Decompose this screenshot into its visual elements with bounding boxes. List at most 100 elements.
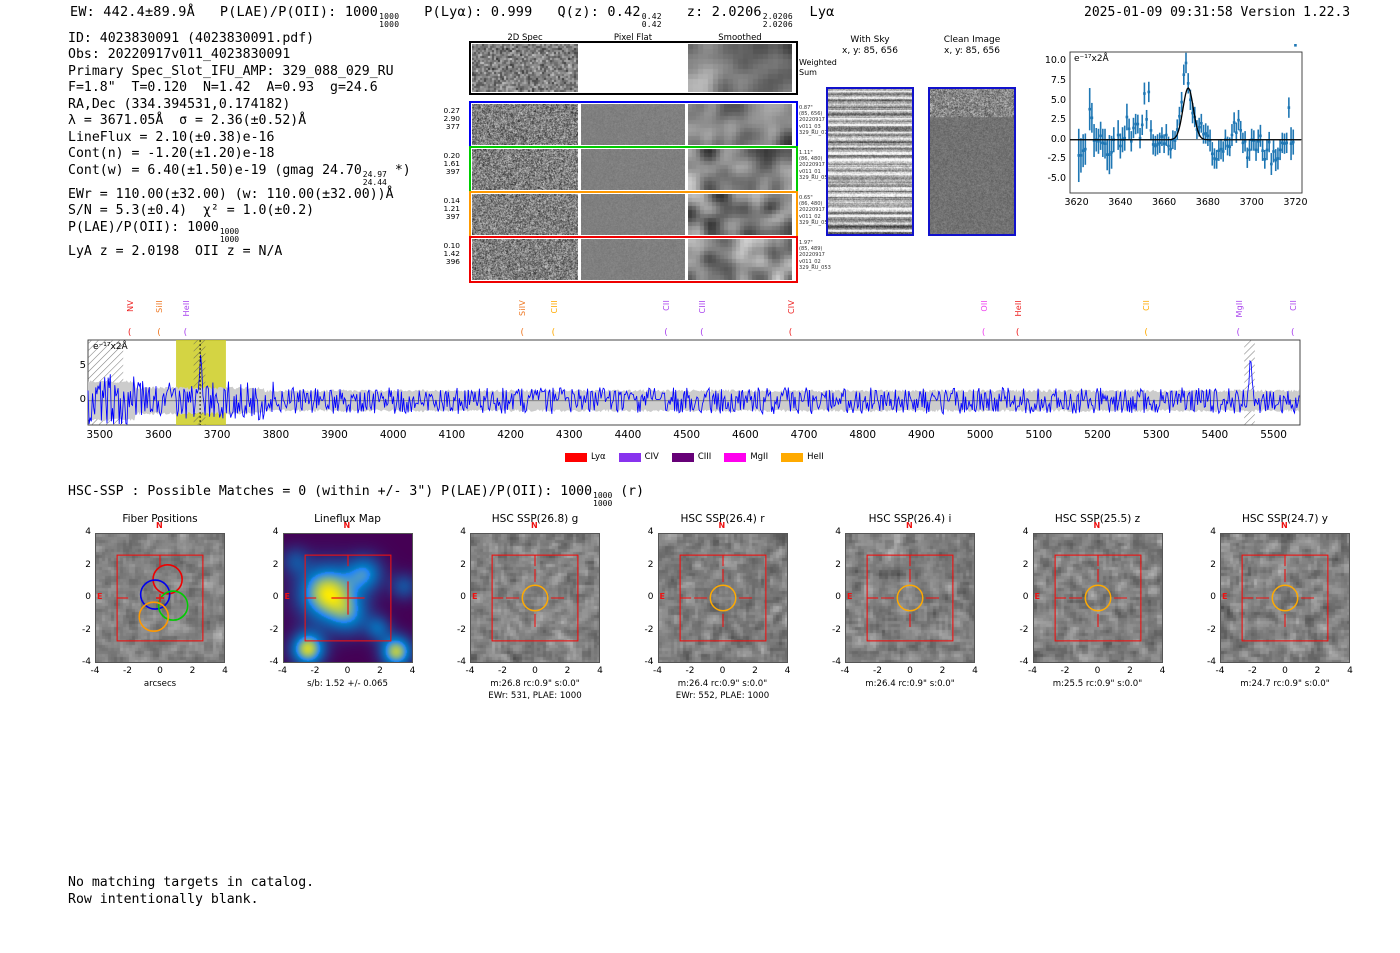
panel-xtick: -4: [840, 666, 850, 676]
panel-xtick: -2: [1060, 666, 1070, 676]
emission-line-zoom-chart: 3620 3640 3660 3680 3700 3720 -5.0 -2.5 0.0 2.5 5.…: [1036, 44, 1308, 219]
hsc-panel-title: HSC SSP(26.4) i: [868, 513, 952, 525]
hsc-panel-title: HSC SSP(26.8) g: [491, 513, 579, 525]
hsc-panel-row: Fiber Positions N E -4 -2 0 2 4 4 2 0 -2 -4 arcsecs Li…: [0, 0, 1400, 701]
spectrum-trace: [87, 354, 1300, 425]
panel-xtick: -4: [278, 666, 287, 676]
header-qz-lo: 0.42: [641, 20, 662, 30]
emission-line-label: NV: [125, 300, 135, 312]
panel-xtick: 2: [1127, 666, 1133, 676]
panel-ytick: 2: [835, 559, 841, 570]
zoom-ytick: 10.0: [1044, 55, 1066, 67]
panel-ytick: 2: [272, 559, 279, 570]
spectrum-xtick: 4800: [849, 429, 877, 441]
info-cont-w-hi: 24.97: [362, 169, 387, 179]
zoom-ytick: -2.5: [1047, 153, 1066, 165]
compass-east-label: E: [1222, 592, 1228, 601]
info-redshift: LyA z = 2.0198 OII z = N/A: [68, 244, 283, 260]
panel-ytick: 4: [1022, 527, 1029, 537]
legend-item: HeII: [781, 452, 824, 462]
hsc-panel[interactable]: HSC SSP(26.4) r N E -4 -2 0 2 4 4 2 0 -2 -4 m:26.4 rc…: [645, 513, 791, 701]
panel-caption-1: s/b: 1.52 +/- 0.065: [307, 679, 388, 689]
spec2d-row-meta: 0.87" (85, 656) 20220917 v011_03 329_RU_…: [799, 105, 831, 136]
header-ew: EW: 442.4±89.9Å: [70, 4, 195, 20]
spec2d-weighted-2dspec: [472, 44, 578, 92]
hsc-panel[interactable]: HSC SSP(26.8) g N E -4 -2 0 2 4 4 2 0 -2 -4 m:26.8 rc…: [457, 513, 603, 701]
panel-ytick: 4: [460, 527, 466, 537]
header-z: z: 2.0206: [686, 4, 762, 20]
panel-caption-1: m:26.8 rc:0.9" s:0.0": [490, 679, 580, 689]
compass-east-label: E: [284, 592, 290, 601]
hsc-panel-overlay: [679, 554, 766, 642]
emission-line-tick: (: [1144, 328, 1148, 338]
panel-ytick: 0: [835, 592, 841, 602]
spectrum-xtick: 4200: [497, 429, 524, 441]
hsc-panel[interactable]: HSC SSP(25.5) z N E -4 -2 0 2 4 4 2 0 -2 -4 m:25.5 rc…: [1020, 513, 1166, 689]
cutout-subtitle: x, y: 85, 656: [842, 46, 898, 56]
spec2d-row-pixelflat: [581, 149, 685, 190]
footer-line-2: Row intentionally blank.: [68, 892, 259, 907]
info-cont-w-pre: Cont(w) = 6.40(±1.50)e-19 (gmag 24.70: [68, 162, 362, 178]
panel-ytick: -2: [82, 624, 91, 635]
legend-swatch: [565, 452, 587, 462]
compass-north-label: N: [718, 521, 726, 530]
legend-label: CIII: [697, 452, 712, 462]
spec2d-weighted-sum-box: [469, 41, 798, 95]
panel-xtick: 2: [564, 666, 571, 676]
emission-line-label: CIV: [786, 300, 796, 315]
spectrum-xtick: 3500: [86, 429, 114, 441]
zoom-data-points: [1077, 44, 1297, 183]
compass-north-label: N: [343, 521, 351, 530]
hsc-summary-pre: HSC-SSP : Possible Matches = 0 (within +…: [68, 484, 593, 499]
hsc-panel[interactable]: Lineflux Map N E -4 -2 0 2 4 4 2 0 -2 -4 s/b: 1.52 +/…: [270, 513, 416, 689]
hsc-panel[interactable]: Fiber Positions N E -4 -2 0 2 4 4 2 0 -2 -4 arcsecs: [82, 513, 228, 689]
panel-ytick: 0: [272, 592, 279, 602]
info-ewr: EWr = 110.00(±32.00) (w: 110.00(±32.00))…: [68, 186, 394, 202]
emission-line-label: SiIV: [518, 300, 528, 316]
panel-xtick: 4: [784, 666, 791, 676]
emission-line-label: CII: [1142, 300, 1152, 311]
spectrum-xtick: 3900: [321, 429, 348, 441]
panel-xtick: 0: [532, 666, 538, 676]
spec2d-row-meta: 1.11" (86, 480) 20220917 v011_01 329_RU_…: [799, 150, 831, 181]
panel-xtick: -4: [653, 666, 662, 676]
panel-xtick: -4: [465, 666, 475, 676]
emission-line-tick: (: [981, 328, 986, 338]
hsc-panel[interactable]: HSC SSP(26.4) i N E -4 -2 0 2 4 4 2 0 -2 -4 m:26.4 rc…: [832, 513, 978, 689]
hsc-panel[interactable]: HSC SSP(24.7) y N E -4 -2 0 2 4 4 2 0 -2 -4 m:24.7 rc…: [1207, 513, 1353, 689]
info-plae-lo: 1000: [219, 235, 240, 244]
legend-label: Lyα: [591, 452, 606, 462]
hsc-panel-title: Lineflux Map: [314, 513, 381, 525]
panel-ytick: -2: [457, 624, 466, 635]
panel-xtick: 0: [907, 666, 913, 676]
emission-line-tick: (: [1015, 328, 1020, 338]
spec2d-column-title-0: 2D Spec: [507, 33, 543, 43]
panel-xtick: -4: [1028, 666, 1037, 676]
spec2d-weighted-smoothed: [688, 44, 792, 92]
emission-line-tick: (: [788, 328, 793, 338]
spec2d-row-weights: 0.14 1.21 397: [443, 196, 460, 222]
panel-xtick: 0: [157, 666, 163, 676]
spectrum-xtick: 4900: [908, 429, 935, 441]
info-plae-hi: 1000: [219, 226, 240, 236]
spec2d-row-weights: 0.20 1.61 397: [443, 151, 460, 177]
emission-line-tick: (: [157, 328, 161, 338]
spec2d-weighted-pixelflat: [581, 44, 685, 92]
panel-xtick: 0: [719, 666, 726, 676]
emission-line-tick: (: [1236, 328, 1241, 338]
aperture-circle: [521, 584, 549, 612]
emission-zoom-svg: [1069, 44, 1303, 194]
legend-label: HeII: [807, 452, 824, 462]
compass-east-label: E: [97, 592, 103, 601]
panel-xtick: -2: [873, 666, 882, 676]
compass-east-label: E: [659, 592, 665, 601]
emission-line-tick: (: [700, 328, 704, 338]
spec2d-row-smoothed: [688, 104, 792, 145]
masked-region: [1244, 340, 1255, 425]
spec2d-row-2dspec: [472, 194, 578, 235]
panel-ytick: -4: [1207, 657, 1216, 667]
full-spectrum-svg: [87, 339, 1301, 426]
hsc-panel-overlay: [1241, 554, 1329, 642]
emission-line-label: CIII: [549, 300, 559, 314]
spec2d-row-pixelflat: [581, 194, 685, 235]
